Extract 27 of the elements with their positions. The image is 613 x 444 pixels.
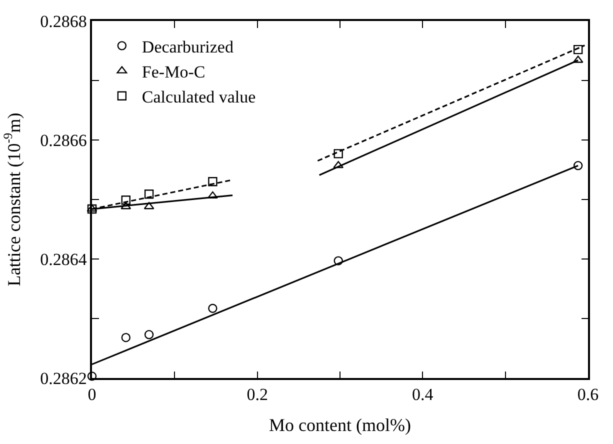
point [333,160,344,168]
point [573,44,583,54]
x-tick-label: 0.4 [412,385,434,404]
y-tick-label: 0.2864 [40,250,88,269]
y-tick-label: 0.2866 [40,130,87,150]
point [144,330,154,340]
point [87,372,97,381]
x-tick-label: 0 [88,385,96,404]
point [121,332,130,342]
x-tick-label: 0.2 [246,385,268,404]
point [121,196,130,205]
y-tick-label: 0.2862 [40,368,87,388]
x-axis-title: Mo content (mol%) [269,414,411,435]
point [208,304,218,313]
point [208,177,218,186]
legend-label: Calculated value [142,88,256,107]
legend-label: Decarburized [142,37,234,56]
point [334,149,343,158]
point [573,160,583,170]
x-tick-label: 0.6 [577,385,599,404]
legend-label: Fe-Mo-C [142,62,206,82]
point [334,256,343,266]
point [207,191,218,199]
point [87,204,97,214]
point [86,204,98,212]
y-tick-label: 0.2868 [40,12,87,31]
point [144,190,154,199]
